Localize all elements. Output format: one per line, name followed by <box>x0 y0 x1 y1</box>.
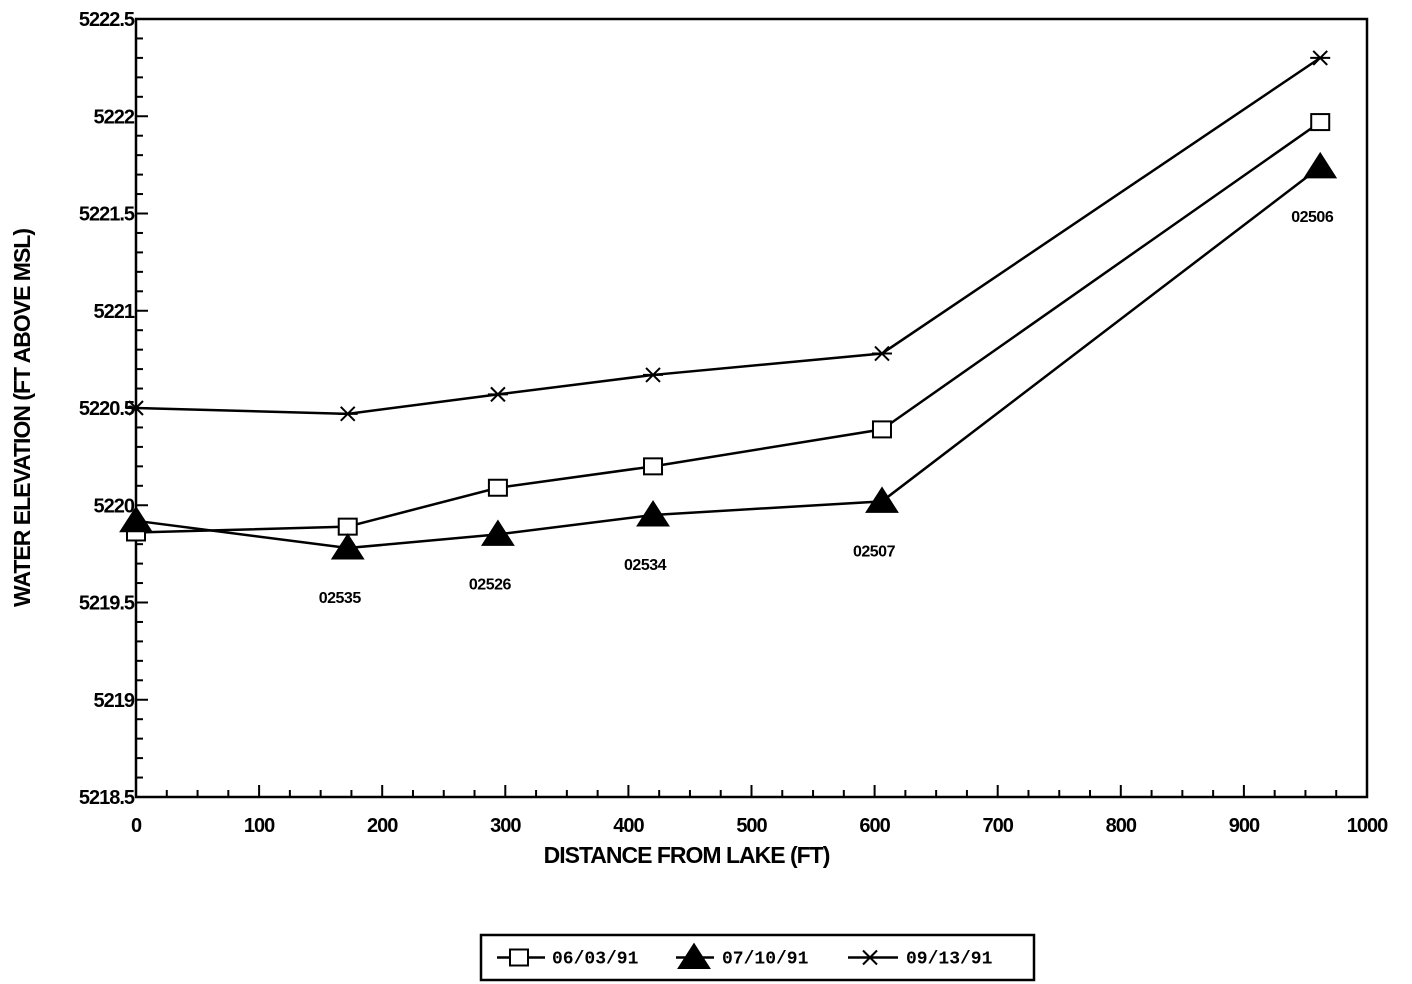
data-point-star <box>337 406 358 422</box>
series-line <box>135 165 1321 550</box>
data-point-triangle <box>330 533 365 560</box>
legend-item: 09/13/91 <box>848 950 993 970</box>
y-tick-label: 5219.5 <box>79 593 135 615</box>
tick-labels: 0 100 200 300 400 500 600 700 800 900 1000 5218.5 52… <box>79 9 1389 837</box>
data-point-square <box>1310 113 1331 132</box>
data-point-triangle <box>119 505 153 533</box>
data-point-star <box>860 949 880 966</box>
y-axis-title: WATER ELEVATION (FT ABOVE MSL) <box>9 229 35 607</box>
data-point-star <box>643 367 664 383</box>
data-point-square <box>643 457 664 476</box>
star-stroke <box>1312 50 1328 66</box>
x-tick-label: 0 <box>131 815 142 837</box>
series-06-03-91 <box>126 113 1331 542</box>
x-tick-label: 500 <box>736 815 767 837</box>
data-point-square <box>337 517 358 536</box>
point-label: 02535 <box>319 590 362 607</box>
x-tick-label: 700 <box>983 815 1014 837</box>
data-point-star <box>126 400 146 416</box>
y-tick-label: 5220.5 <box>79 398 135 420</box>
well-labels: 02535 02526 02534 02507 02506 <box>319 209 1335 607</box>
star-stroke <box>128 400 144 416</box>
y-tick-label: 5219 <box>94 690 135 712</box>
series-07-10-91 <box>119 151 1338 560</box>
data-point-star <box>1310 50 1331 66</box>
data-point-square <box>509 948 529 967</box>
plot-frame <box>134 17 1369 799</box>
legend: 06/03/91 07/10/91 09/13/91 <box>479 933 1036 982</box>
legend-label: 06/03/91 <box>552 950 639 970</box>
series-line <box>135 121 1321 534</box>
star-stroke <box>874 345 890 362</box>
y-tick-label: 5222.5 <box>79 9 135 31</box>
point-label: 02526 <box>469 576 512 593</box>
series-line <box>135 56 1321 416</box>
y-tick-label: 5220 <box>94 495 135 517</box>
tick-marks <box>135 18 1368 798</box>
data-point-square <box>487 478 508 497</box>
y-tick-label: 5218.5 <box>79 787 135 809</box>
star-stroke <box>490 386 506 403</box>
data-point-square <box>871 420 892 439</box>
x-tick-label: 600 <box>859 815 890 837</box>
y-tick-label: 5222 <box>94 106 135 128</box>
star-stroke <box>645 367 661 383</box>
point-label: 02534 <box>624 557 667 574</box>
data-point-triangle <box>865 486 899 513</box>
data-point-triangle <box>1303 151 1338 179</box>
axes <box>134 17 1369 799</box>
x-tick-label: 400 <box>613 815 644 837</box>
legend-label: 09/13/91 <box>906 950 993 970</box>
x-tick-label: 200 <box>367 815 398 837</box>
data-point-star <box>871 345 892 362</box>
star-stroke <box>340 406 356 422</box>
series-group <box>119 50 1338 560</box>
data-point-triangle <box>636 500 670 527</box>
x-axis-title: DISTANCE FROM LAKE (FT) <box>544 842 830 868</box>
data-point-triangle <box>481 519 515 546</box>
legend-label: 07/10/91 <box>722 950 809 970</box>
point-label: 02507 <box>853 543 896 560</box>
x-tick-label: 100 <box>244 815 275 837</box>
y-tick-label: 5221.5 <box>79 204 135 226</box>
x-tick-label: 900 <box>1229 815 1260 837</box>
legend-item: 06/03/91 <box>497 948 639 970</box>
data-point-triangle <box>677 942 711 969</box>
legend-item: 07/10/91 <box>676 942 809 970</box>
point-label: 02506 <box>1291 209 1334 226</box>
data-point-star <box>487 386 508 403</box>
series-09-13-91 <box>126 50 1331 422</box>
x-tick-label: 1000 <box>1347 815 1388 837</box>
x-tick-label: 800 <box>1106 815 1137 837</box>
x-tick-label: 300 <box>490 815 521 837</box>
star-stroke <box>862 949 878 966</box>
y-tick-label: 5221 <box>94 301 135 323</box>
legend-box <box>479 933 1036 982</box>
